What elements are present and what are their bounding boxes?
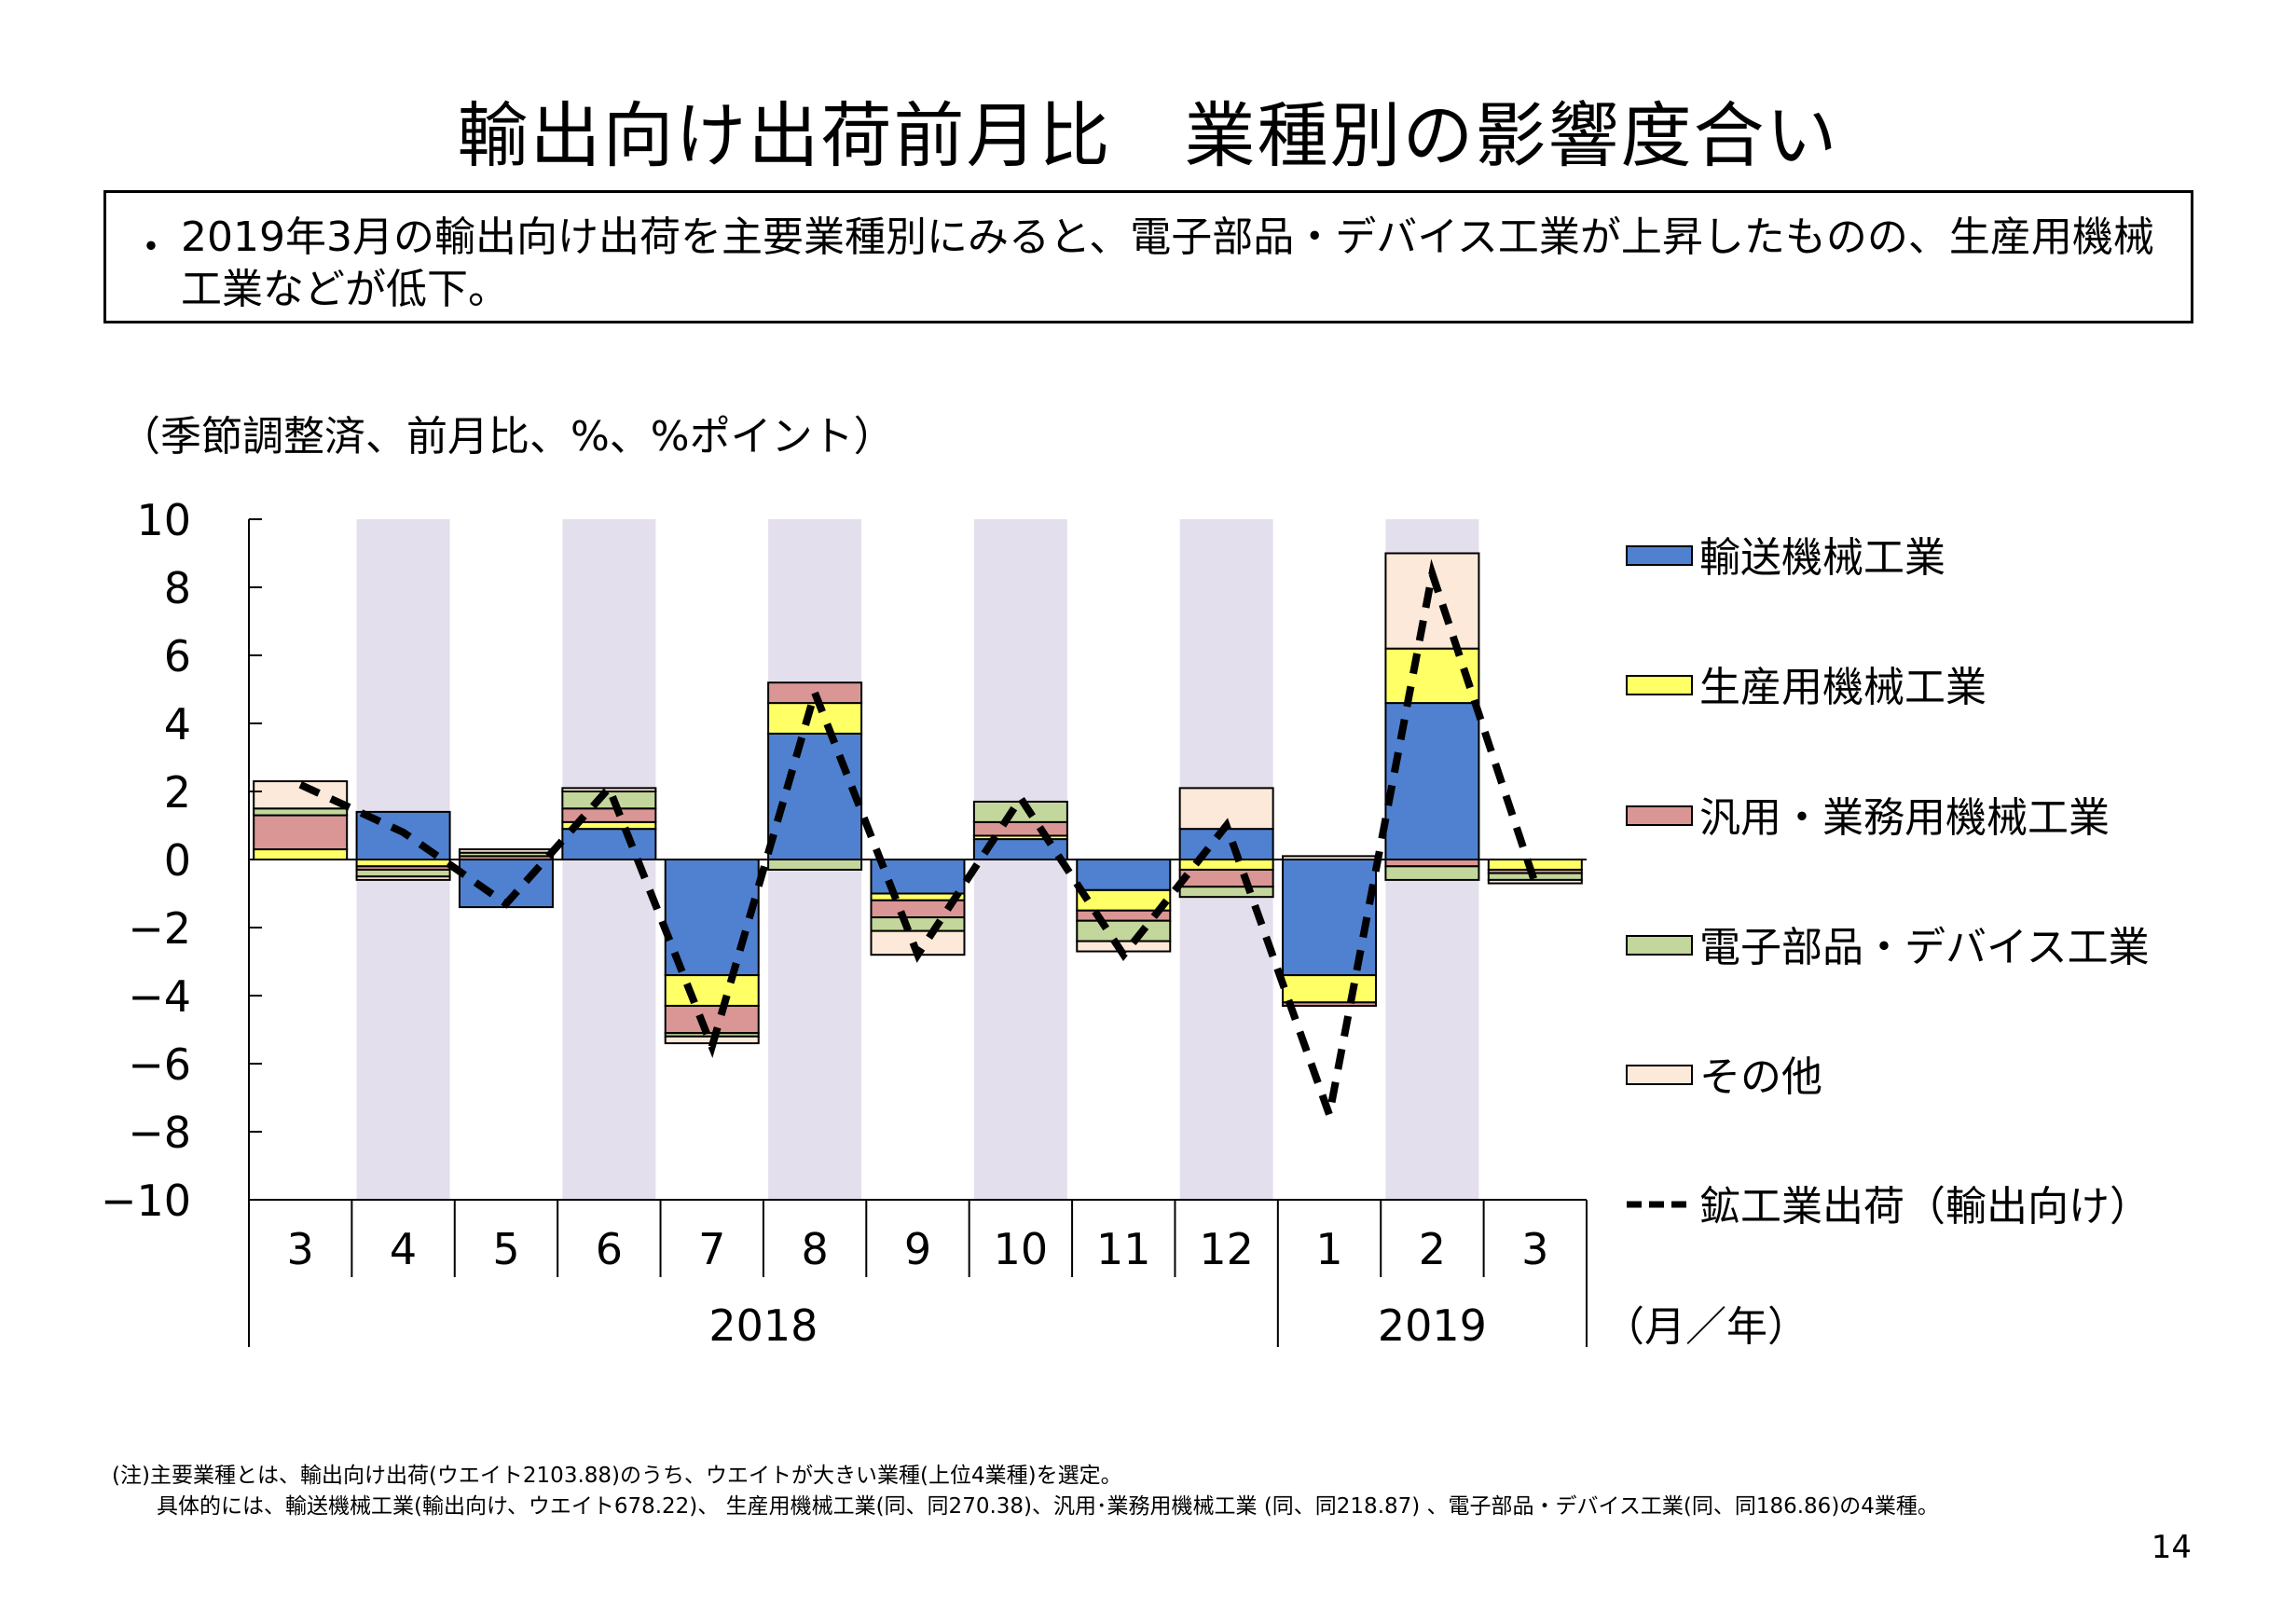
- legend-swatch-production: [1626, 675, 1693, 695]
- y-tick-label: −6: [128, 1039, 191, 1090]
- legend-swatch-electronic: [1626, 935, 1693, 956]
- legend-label-general: 汎用・業務用機械工業: [1699, 794, 2110, 842]
- bar-electronic-9: [1178, 886, 1274, 899]
- bar-transport-5: [767, 732, 863, 861]
- legend-swatch-other: [1626, 1065, 1693, 1085]
- y-tick-label: 10: [136, 495, 191, 545]
- legend-swatch-transport: [1626, 545, 1693, 566]
- year-label: 2018: [708, 1300, 818, 1351]
- legend-swatch-general: [1626, 805, 1693, 826]
- x-tick-label: 1: [1315, 1224, 1342, 1274]
- x-tick-label: 6: [596, 1224, 623, 1274]
- x-tick-label: 3: [1521, 1224, 1548, 1274]
- bar-electronic-11: [1384, 865, 1480, 881]
- bar-other-12: [1487, 878, 1583, 885]
- x-tick-label: 8: [801, 1224, 828, 1274]
- legend-label-other: その他: [1699, 1053, 1822, 1101]
- summary-text: 2019年3月の輸出向け出荷を主要業種別にみると、電子部品・デバイス工業が上昇し…: [181, 213, 2154, 313]
- bar-transport-9: [1178, 828, 1274, 861]
- y-tick-label: −2: [128, 903, 191, 954]
- legend: 輸送機械工業生産用機械工業汎用・業務用機械工業電子部品・デバイス工業その他鉱工業…: [1626, 534, 2151, 1231]
- bar-general-0: [253, 814, 349, 851]
- bar-electronic-5: [767, 859, 863, 871]
- bar-general-4: [664, 1004, 760, 1035]
- bar-electronic-0: [253, 807, 349, 817]
- summary-box: ・ 2019年3月の輸出向け出荷を主要業種別にみると、電子部品・デバイス工業が上…: [103, 190, 2193, 323]
- x-tick-label: 5: [492, 1224, 519, 1274]
- year-label: 2019: [1378, 1300, 1487, 1351]
- bar-production-12: [1487, 859, 1583, 871]
- x-tick-label: 2: [1419, 1224, 1446, 1274]
- summary-bullet: ・: [131, 224, 172, 271]
- bar-production-10: [1282, 974, 1378, 1004]
- x-tick-label: 12: [1199, 1224, 1254, 1274]
- bar-general-10: [1282, 1001, 1378, 1007]
- bar-general-9: [1178, 868, 1274, 888]
- bar-other-3: [561, 787, 657, 792]
- bar-electronic-1: [355, 868, 451, 878]
- bar-electronic-3: [561, 791, 657, 810]
- page-number: 14: [2151, 1529, 2192, 1566]
- bar-production-0: [253, 848, 349, 860]
- y-tick-label: 0: [164, 835, 191, 886]
- legend-label-line: 鉱工業出荷（輸出向け）: [1699, 1183, 2151, 1231]
- footnote-line-2: 具体的には、輸送機械工業(輸出向け、ウエイト678.22)、 生産用機械工業(同…: [157, 1494, 1939, 1519]
- bar-general-7: [972, 820, 1068, 837]
- y-tick-label: 2: [164, 767, 191, 818]
- bar-other-2: [458, 848, 554, 854]
- bar-transport-6: [870, 859, 966, 895]
- y-tick-label: 6: [164, 631, 191, 681]
- bar-other-1: [355, 875, 451, 881]
- y-tick-label: 4: [164, 699, 191, 750]
- y-tick-label: 8: [164, 563, 191, 613]
- bar-transport-3: [561, 828, 657, 861]
- x-tick-label: 7: [698, 1224, 725, 1274]
- unit-label: （季節調整済、前月比、%、%ポイント）: [119, 413, 895, 461]
- total-line-path: [298, 558, 1539, 1129]
- legend-label-transport: 輸送機械工業: [1699, 534, 1945, 582]
- x-tick-label: 4: [390, 1224, 417, 1274]
- x-tick-label: 9: [904, 1224, 931, 1274]
- bar-electronic-6: [870, 916, 966, 932]
- bar-transport-8: [1076, 859, 1172, 891]
- y-tick-label: −10: [101, 1176, 191, 1226]
- bar-general-11: [1384, 859, 1480, 868]
- x-tick-label: 11: [1096, 1224, 1151, 1274]
- legend-label-electronic: 電子部品・デバイス工業: [1699, 924, 2150, 971]
- y-tick-label: −8: [128, 1107, 191, 1158]
- bar-production-5: [767, 702, 863, 735]
- legend-label-production: 生産用機械工業: [1699, 664, 1987, 711]
- bar-production-1: [355, 859, 451, 868]
- page-title: 輸出向け出荷前月比 業種別の影響度合い: [457, 94, 1839, 177]
- bar-production-4: [664, 974, 760, 1007]
- bar-electronic-8: [1076, 919, 1172, 942]
- bar-production-8: [1076, 888, 1172, 912]
- bar-transport-4: [664, 859, 760, 977]
- footnote-line-1: (注)主要業種とは、輸出向け出荷(ウエイト2103.88)のうち、ウエイトが大き…: [112, 1464, 1122, 1488]
- total-line: [298, 558, 1539, 1129]
- x-tick-label: 3: [287, 1224, 314, 1274]
- bars: [253, 552, 1583, 1045]
- y-tick-label: −4: [128, 971, 191, 1022]
- x-unit-label: （月／年）: [1603, 1303, 1808, 1351]
- x-tick-label: 10: [994, 1224, 1049, 1274]
